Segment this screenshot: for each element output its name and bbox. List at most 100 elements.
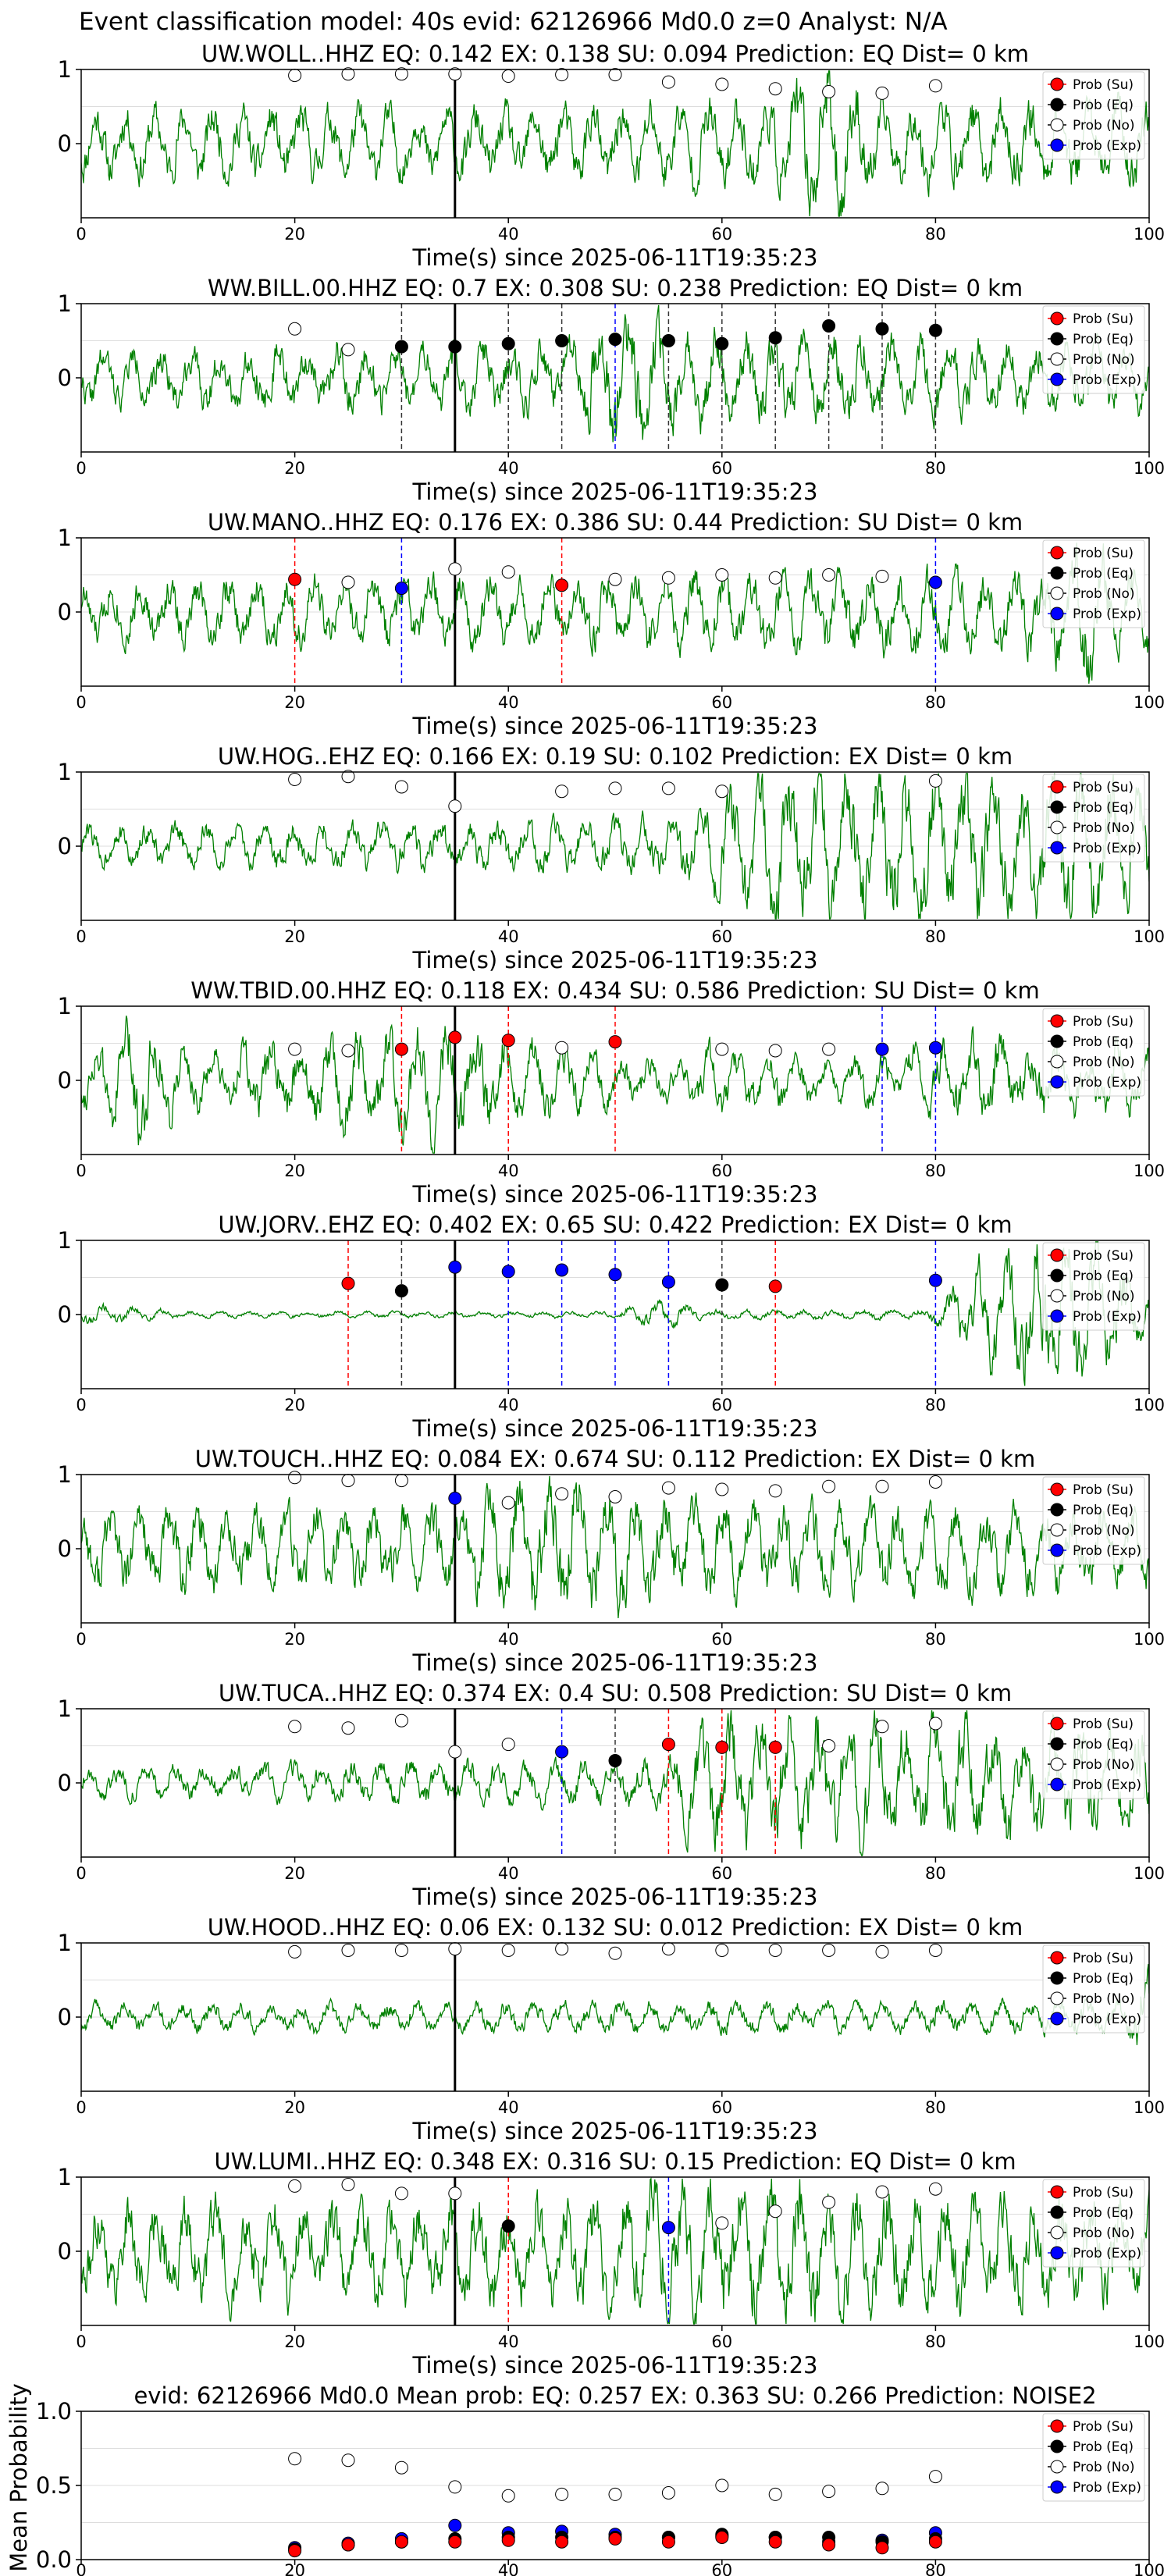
x-tick-label: 0 bbox=[76, 1162, 86, 1180]
x-tick-label: 100 bbox=[1134, 1630, 1165, 1649]
x-tick-label: 60 bbox=[711, 2332, 732, 2351]
x-tick-label: 0 bbox=[76, 693, 86, 712]
panel-mean: evid: 62126966 Md0.0 Mean prob: EQ: 0.25… bbox=[5, 2382, 1165, 2576]
prob-su-point bbox=[555, 578, 569, 592]
legend-exp-marker bbox=[1050, 2246, 1064, 2260]
prob-no-point bbox=[288, 1720, 302, 1734]
x-tick-label: 80 bbox=[925, 1162, 946, 1180]
panel-8: UW.TUCA..HHZ EQ: 0.374 EX: 0.4 SU: 0.508… bbox=[58, 1680, 1166, 1910]
x-axis-label: Time(s) since 2025-06-11T19:35:23 bbox=[412, 1884, 818, 1910]
panel-title: UW.HOOD..HHZ EQ: 0.06 EX: 0.132 SU: 0.01… bbox=[208, 1914, 1023, 1941]
prob-exp-point bbox=[661, 1275, 675, 1289]
prob-no-point bbox=[555, 1041, 569, 1055]
prob-no-point bbox=[928, 79, 942, 93]
waveform-trace bbox=[81, 543, 1149, 684]
legend-eq-label: Prob (Eq) bbox=[1073, 566, 1134, 582]
prob-su-point bbox=[768, 1740, 782, 1754]
legend-eq-label: Prob (Eq) bbox=[1073, 1268, 1134, 1284]
prob-no-point bbox=[288, 1042, 302, 1056]
legend-exp-marker bbox=[1050, 1309, 1064, 1323]
prob-no-point bbox=[341, 1044, 355, 1058]
waveform-trace bbox=[81, 70, 1149, 217]
legend-exp-marker bbox=[1050, 1075, 1064, 1089]
y-tick-label: 0 bbox=[58, 2004, 72, 2030]
x-axis-label: Time(s) since 2025-06-11T19:35:23 bbox=[412, 244, 818, 271]
prob-exp-point bbox=[555, 1263, 569, 1277]
x-tick-label: 0 bbox=[76, 927, 86, 946]
x-tick-label: 80 bbox=[925, 927, 946, 946]
prob-no-point bbox=[822, 1042, 836, 1056]
legend-no-label: Prob (No) bbox=[1073, 1991, 1135, 2007]
x-axis-label: Time(s) since 2025-06-11T19:35:23 bbox=[412, 713, 818, 739]
prob-no-point bbox=[341, 343, 355, 357]
prob-no-point bbox=[555, 1942, 569, 1956]
legend-box bbox=[1042, 2413, 1145, 2502]
prob-no-point bbox=[394, 780, 408, 794]
prob-no-point bbox=[875, 2185, 889, 2199]
x-tick-label: 20 bbox=[284, 459, 305, 478]
x-axis-label: Time(s) since 2025-06-11T19:35:23 bbox=[412, 947, 818, 973]
legend-su-marker bbox=[1050, 1717, 1064, 1731]
x-tick-label: 40 bbox=[498, 1630, 519, 1649]
prob-no-point bbox=[394, 67, 408, 81]
prob-eq-point bbox=[928, 323, 942, 337]
y-tick-label: 1 bbox=[58, 1227, 72, 1254]
legend-eq-label: Prob (Eq) bbox=[1073, 1971, 1134, 1987]
x-axis-label: Time(s) since 2025-06-11T19:35:23 bbox=[412, 1649, 818, 1676]
legend-su-label: Prob (Su) bbox=[1073, 2185, 1134, 2201]
y-tick-label: 1 bbox=[58, 1461, 72, 1488]
prob-no-point bbox=[822, 1479, 836, 1493]
prob-no-point bbox=[288, 322, 302, 336]
prob-no-point bbox=[875, 1479, 889, 1493]
mean-su-point bbox=[661, 2535, 675, 2549]
prob-no-point bbox=[555, 68, 569, 82]
legend-no-marker bbox=[1050, 352, 1064, 366]
mean-no-point bbox=[341, 2453, 355, 2467]
legend-su-label: Prob (Su) bbox=[1073, 1951, 1134, 1966]
legend-eq-label: Prob (Eq) bbox=[1073, 2205, 1134, 2221]
mean-su-point bbox=[448, 2535, 462, 2549]
waveform-trace bbox=[81, 1241, 1149, 1386]
legend-su-label: Prob (Su) bbox=[1073, 77, 1134, 93]
y-tick-label: 0 bbox=[58, 1535, 72, 1562]
mean-su-point bbox=[822, 2538, 836, 2552]
prob-no-point bbox=[715, 1042, 729, 1056]
legend-su-label: Prob (Su) bbox=[1073, 2419, 1134, 2435]
x-tick-label: 60 bbox=[711, 459, 732, 478]
x-tick-label: 60 bbox=[711, 225, 732, 244]
legend-su-label: Prob (Su) bbox=[1073, 1482, 1134, 1498]
x-tick-label: 20 bbox=[284, 693, 305, 712]
prob-exp-point bbox=[928, 1273, 942, 1287]
prob-no-point bbox=[448, 562, 462, 576]
prob-no-point bbox=[341, 770, 355, 784]
panel-title: WW.BILL.00.HHZ EQ: 0.7 EX: 0.308 SU: 0.2… bbox=[208, 275, 1023, 301]
panel-7: UW.TOUCH..HHZ EQ: 0.084 EX: 0.674 SU: 0.… bbox=[58, 1446, 1166, 1676]
x-tick-label: 80 bbox=[925, 2098, 946, 2117]
x-tick-label: 0 bbox=[76, 1630, 86, 1649]
legend-exp-marker bbox=[1050, 2480, 1064, 2494]
legend-no-marker bbox=[1050, 586, 1064, 600]
mean-no-point bbox=[501, 2489, 515, 2503]
y-tick-label: 1 bbox=[58, 993, 72, 1019]
legend-exp-marker bbox=[1050, 1777, 1064, 1791]
legend-no-marker bbox=[1050, 1523, 1064, 1537]
x-tick-label: 40 bbox=[498, 2332, 519, 2351]
legend-exp-label: Prob (Exp) bbox=[1073, 607, 1141, 622]
prob-no-point bbox=[448, 799, 462, 813]
x-tick-label: 0 bbox=[76, 2332, 86, 2351]
prob-eq-point bbox=[715, 1278, 729, 1292]
legend-box bbox=[1042, 1476, 1145, 1565]
legend: Prob (Su) Prob (Eq) Prob (No) Prob (Exp) bbox=[1042, 2413, 1145, 2502]
prob-su-point bbox=[661, 1738, 675, 1752]
x-tick-label: 40 bbox=[498, 1864, 519, 1883]
legend-su-marker bbox=[1050, 2185, 1064, 2199]
y-tick-label: 0 bbox=[58, 1301, 72, 1328]
prob-no-point bbox=[768, 571, 782, 585]
panel-2: WW.BILL.00.HHZ EQ: 0.7 EX: 0.308 SU: 0.2… bbox=[58, 275, 1166, 505]
mean-no-point bbox=[394, 2460, 408, 2475]
prob-no-point bbox=[661, 781, 675, 795]
x-tick-label: 80 bbox=[925, 2561, 946, 2576]
legend-eq-marker bbox=[1050, 98, 1064, 112]
x-tick-label: 0 bbox=[76, 2561, 86, 2576]
x-tick-label: 100 bbox=[1134, 927, 1165, 946]
